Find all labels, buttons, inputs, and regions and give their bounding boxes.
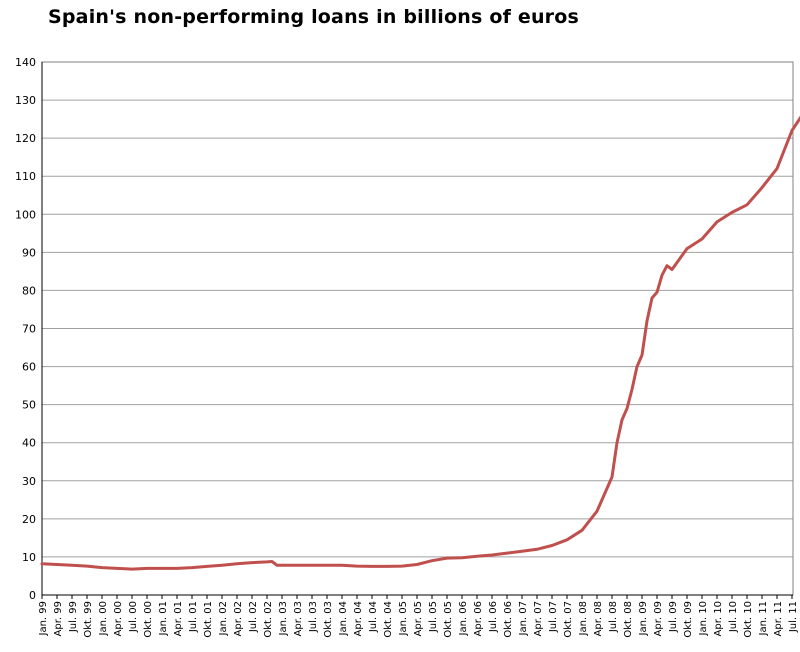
x-tick-label: Jul. 09	[668, 601, 679, 633]
x-tick-label: Jul. 05	[428, 601, 439, 633]
x-tick-label: Okt. 05	[443, 601, 454, 638]
x-tick-label: Okt. 04	[383, 601, 394, 638]
y-tick-label: 140	[15, 56, 36, 69]
x-tick-label: Okt. 03	[323, 601, 334, 638]
x-tick-label: Okt. 02	[263, 601, 274, 638]
chart-title: Spain's non-performing loans in billions…	[48, 6, 580, 28]
y-tick-label: 130	[15, 94, 36, 107]
x-tick-label: Jul. 07	[548, 601, 559, 633]
y-tick-label: 20	[22, 513, 36, 526]
y-tick-label: 30	[22, 475, 36, 488]
x-tick-label: Apr. 04	[353, 601, 364, 636]
x-tick-label: Apr. 05	[413, 601, 424, 636]
x-tick-label: Jan. 08	[578, 601, 589, 637]
series-line	[40, 115, 800, 571]
x-tick-label: Jul. 01	[188, 601, 199, 633]
x-tick-label: Apr. 06	[473, 601, 484, 636]
x-tick-label: Jul. 99	[68, 601, 79, 633]
x-tick-label: Jan. 00	[98, 601, 109, 637]
y-tick-label: 40	[22, 437, 36, 450]
x-tick-label: Jul. 11	[788, 601, 799, 633]
y-tick-label: 110	[15, 170, 36, 183]
x-tick-label: Jul. 10	[728, 601, 739, 633]
x-tick-label: Apr. 99	[53, 601, 64, 636]
x-tick-label: Apr. 03	[293, 601, 304, 636]
y-tick-label: 60	[22, 361, 36, 374]
x-tick-label: Jul. 08	[608, 601, 619, 633]
x-tick-label: Apr. 02	[233, 601, 244, 636]
y-tick-label: 70	[22, 323, 36, 336]
y-tick-label: 0	[29, 589, 36, 602]
x-tick-label: Apr. 07	[533, 601, 544, 636]
x-tick-label: Jul. 06	[488, 601, 499, 633]
x-tick-label: Apr. 11	[773, 601, 784, 636]
x-tick-label: Jan. 11	[758, 601, 769, 637]
y-tick-label: 100	[15, 208, 36, 221]
x-tick-label: Jul. 04	[368, 601, 379, 633]
y-tick-label: 10	[22, 551, 36, 564]
x-tick-label: Okt. 07	[563, 601, 574, 638]
x-tick-label: Okt. 06	[503, 601, 514, 638]
x-tick-label: Apr. 01	[173, 601, 184, 636]
x-tick-label: Okt. 99	[83, 601, 94, 638]
x-tick-label: Jan. 03	[278, 601, 289, 637]
y-tick-label: 50	[22, 399, 36, 412]
x-tick-label: Okt. 08	[623, 601, 634, 638]
x-tick-label: Jan. 99	[38, 601, 49, 637]
x-tick-label: Apr. 08	[593, 601, 604, 636]
x-tick-label: Okt. 00	[143, 601, 154, 638]
x-tick-label: Okt. 10	[743, 601, 754, 638]
x-tick-label: Apr. 00	[113, 601, 124, 636]
x-tick-label: Jan. 01	[158, 601, 169, 637]
x-tick-label: Jul. 03	[308, 601, 319, 633]
x-tick-label: Okt. 01	[203, 601, 214, 638]
x-tick-label: Jan. 07	[518, 601, 529, 637]
x-tick-label: Okt. 09	[683, 601, 694, 638]
y-tick-label: 90	[22, 246, 36, 259]
y-tick-label: 80	[22, 284, 36, 297]
x-tick-label: Jan. 02	[218, 601, 229, 637]
x-tick-label: Jan. 09	[638, 601, 649, 637]
x-tick-label: Jul. 00	[128, 601, 139, 633]
x-tick-label: Jul. 02	[248, 601, 259, 633]
x-tick-label: Apr. 09	[653, 601, 664, 636]
x-tick-label: Jan. 04	[338, 601, 349, 637]
x-tick-label: Jan. 06	[458, 601, 469, 637]
y-tick-label: 120	[15, 132, 36, 145]
x-tick-label: Jan. 10	[698, 601, 709, 637]
x-tick-label: Apr. 10	[713, 601, 724, 636]
x-tick-label: Jan. 05	[398, 601, 409, 637]
